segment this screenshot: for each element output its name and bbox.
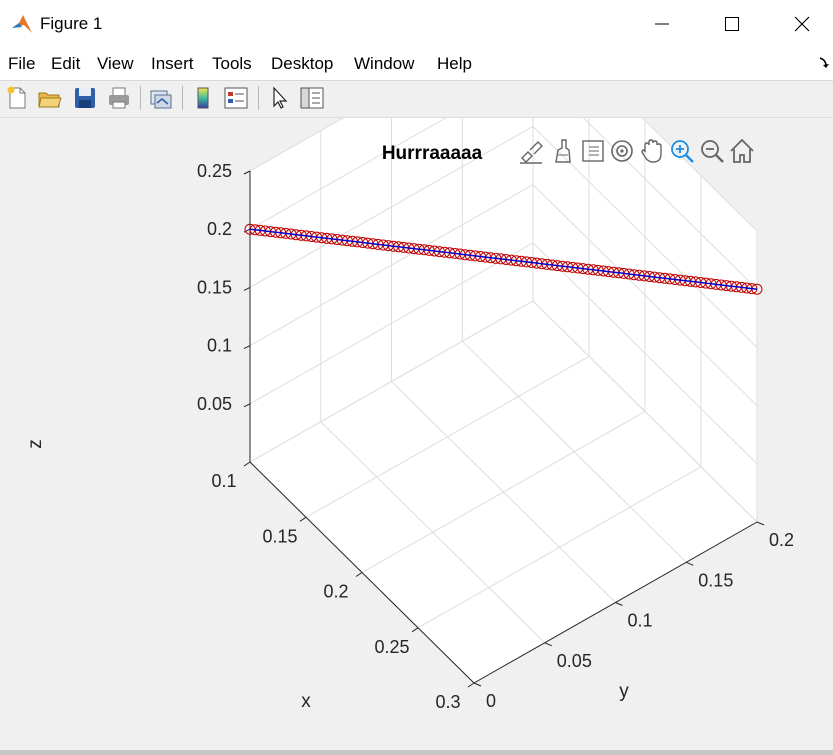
x-tick-label: 0.2: [323, 582, 348, 602]
pan-icon[interactable]: [639, 136, 665, 166]
print-icon[interactable]: [106, 85, 132, 111]
x-tick: [411, 627, 419, 633]
x-tick-label: 0.1: [211, 471, 236, 491]
grid-line: [249, 125, 534, 288]
property-inspector-icon[interactable]: [299, 85, 325, 111]
close-icon: [794, 16, 810, 32]
grid-line: [249, 118, 447, 230]
close-button[interactable]: [772, 0, 832, 48]
new-figure-icon[interactable]: [4, 85, 30, 111]
x-tick: [467, 682, 475, 688]
x-tick: [243, 461, 251, 467]
z-tick: [243, 345, 251, 350]
y-tick: [473, 682, 482, 687]
z-tick: [243, 228, 251, 233]
z-tick-label: 0.25: [197, 161, 232, 181]
zoom-in-icon[interactable]: [669, 136, 695, 166]
y-tick-label: 0: [486, 691, 496, 711]
y-tick: [686, 561, 694, 566]
grid-line: [582, 118, 758, 290]
y-tick-label: 0.2: [769, 530, 794, 550]
data-series: [244, 223, 763, 295]
menu-window[interactable]: Window: [354, 54, 415, 73]
x-tick-label: 0.15: [262, 526, 297, 546]
insert-legend-icon[interactable]: [223, 85, 249, 111]
grid-line: [320, 421, 546, 644]
menu-desktop[interactable]: Desktop: [271, 54, 334, 73]
x-tick-label: 0.25: [374, 637, 409, 657]
grid-line: [461, 340, 687, 563]
maximize-button[interactable]: [702, 0, 762, 48]
grid-line: [249, 118, 345, 172]
rotate-3d-icon[interactable]: [609, 136, 635, 166]
brush-data-icon[interactable]: [518, 136, 544, 166]
figure-toolbar: [0, 81, 833, 118]
minimize-button[interactable]: [632, 0, 692, 48]
x-tick-label: 0.3: [435, 692, 460, 712]
zoom-out-icon[interactable]: [699, 136, 725, 166]
y-tick-label: 0.05: [557, 651, 592, 671]
x-tick: [355, 572, 363, 577]
y-tick: [544, 642, 552, 647]
chart-title: Hurrraaaaa: [382, 143, 483, 164]
grid-line: [532, 300, 758, 523]
y-tick-label: 0.1: [628, 611, 653, 631]
open-file-icon[interactable]: [37, 85, 63, 111]
insert-legend-axes-icon[interactable]: [580, 136, 606, 166]
z-tick-label: 0.05: [197, 394, 232, 414]
window-title: Figure 1: [40, 14, 103, 33]
z-tick-label: 0.15: [197, 277, 232, 297]
z-tick: [243, 170, 251, 175]
chart-3d-axes[interactable]: 0.1 0.15 0.2 0.25 0.3 0 0.05 0.1 0.15 0.2 0.05 0.1 0…: [0, 118, 833, 752]
menu-file[interactable]: File: [8, 54, 36, 73]
grid-line: [532, 184, 758, 406]
data-tips-icon[interactable]: [550, 136, 576, 166]
menu-insert[interactable]: Insert: [151, 54, 194, 73]
menu-help[interactable]: Help: [437, 54, 472, 73]
series-line: [249, 228, 758, 290]
tick-labels: 0.1 0.15 0.2 0.25 0.3 0 0.05 0.1 0.15 0.2 0.05 0.1 0…: [197, 161, 794, 712]
z-tick-label: 0.1: [207, 336, 232, 356]
y-axis-label: y: [619, 681, 629, 702]
z-tick: [243, 286, 251, 291]
z-axis-label: z: [25, 439, 46, 449]
y-tick: [756, 521, 765, 526]
home-icon[interactable]: [729, 136, 755, 166]
link-plot-icon[interactable]: [148, 85, 174, 111]
maximize-icon: [725, 17, 739, 31]
figure-area: 0.1 0.15 0.2 0.25 0.3 0 0.05 0.1 0.15 0.2 0.05 0.1 0…: [0, 118, 833, 752]
toolbar-separator: [182, 86, 183, 110]
menu-edit[interactable]: Edit: [51, 54, 81, 73]
grid-line: [391, 381, 616, 603]
grid-line: [249, 242, 534, 405]
insert-colorbar-icon[interactable]: [190, 85, 216, 111]
toolbar-separator: [258, 86, 259, 110]
grid-line: [532, 126, 758, 348]
grid-line: [249, 184, 534, 347]
edit-plot-arrow-icon[interactable]: [266, 85, 292, 111]
toolbar-separator: [140, 86, 141, 110]
menu-view[interactable]: View: [97, 54, 134, 73]
window-bottom-border: [0, 750, 833, 755]
y-tick: [615, 602, 623, 606]
y-tick-label: 0.15: [698, 570, 733, 590]
menu-tools[interactable]: Tools: [212, 54, 252, 73]
grid-line: [641, 118, 758, 232]
grid-line: [249, 300, 534, 463]
title-bar: Figure 1: [0, 0, 833, 48]
tick-marks: [243, 170, 765, 688]
save-icon[interactable]: [72, 85, 98, 111]
x-axis-label: x: [301, 691, 311, 712]
matlab-logo-icon: [10, 12, 34, 36]
x-tick: [299, 516, 307, 522]
grid-line: [532, 242, 758, 465]
z-tick-label: 0.2: [207, 219, 232, 239]
menu-bar: File Edit View Insert Tools Desktop Wind…: [0, 48, 833, 81]
minimize-icon: [655, 23, 669, 25]
z-tick: [243, 403, 251, 408]
dock-arrow-icon[interactable]: [818, 56, 830, 70]
